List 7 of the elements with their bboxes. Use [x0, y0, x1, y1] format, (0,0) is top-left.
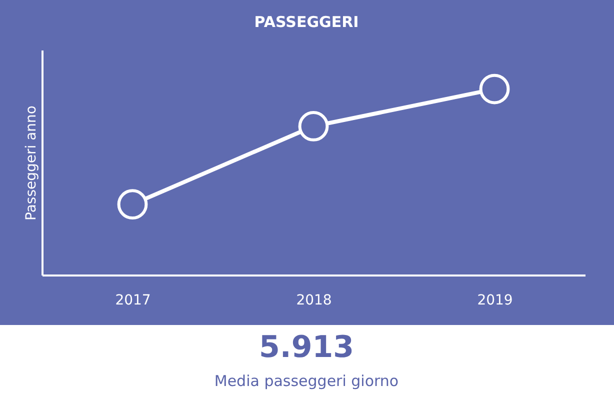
text: Media passeggeri giorno	[214, 372, 399, 390]
x-tick-label: 2019	[477, 292, 513, 308]
x-tick-label: 2018	[296, 292, 332, 308]
chart-title: PASSEGGERI	[254, 13, 359, 31]
y-axis-title: Passeggeri anno	[24, 106, 40, 220]
text: 5.913	[259, 330, 354, 365]
x-tick-label: 2017	[115, 292, 151, 308]
